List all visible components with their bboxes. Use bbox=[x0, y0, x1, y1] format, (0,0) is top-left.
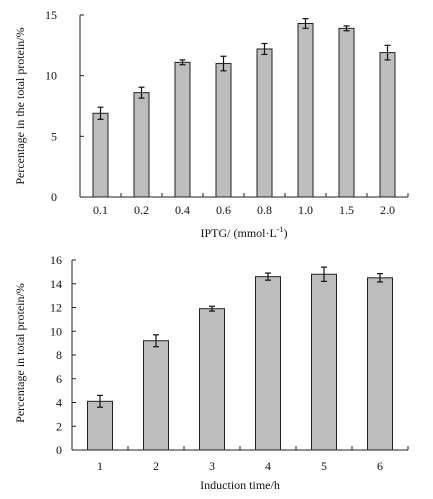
chart-2-x-tick-label: 4 bbox=[265, 459, 271, 473]
chart-1-x-tick-label: 0.2 bbox=[134, 203, 149, 217]
chart-2-bar bbox=[87, 400, 113, 451]
chart-1-y-tick-label: 5 bbox=[51, 129, 57, 143]
chart-2-y-axis-title: Percentage in total protein/% bbox=[13, 283, 27, 423]
chart-1-y-tick-label: 10 bbox=[45, 69, 57, 83]
chart-1-x-tick-label: 1.5 bbox=[339, 203, 354, 217]
chart-1-x-tick-label: 0.4 bbox=[175, 203, 190, 217]
chart-2-y-tick-label: 0 bbox=[56, 443, 62, 457]
chart-2-y-tick-label: 4 bbox=[56, 396, 62, 410]
chart-2-bar bbox=[143, 340, 169, 451]
chart-2-x-tick-label: 6 bbox=[377, 459, 383, 473]
chart-1-marks: 0 5 10 15 0.1 0.2 0.4 0.6 0.8 1.0 1.5 2.0 bbox=[45, 8, 409, 217]
chart-2-y-tick-label: 10 bbox=[50, 324, 62, 338]
chart-1-bar bbox=[379, 52, 396, 198]
chart-2-bar bbox=[199, 308, 225, 451]
chart-1-x-tick-label: 0.8 bbox=[257, 203, 272, 217]
chart-1-x-axis-title-suffix: ) bbox=[284, 226, 288, 240]
chart-1-bar bbox=[297, 22, 314, 198]
chart-1-y-tick-label: 15 bbox=[45, 8, 57, 22]
chart-2-x-tick-label: 3 bbox=[209, 459, 215, 473]
chart-2-x-tick-label: 1 bbox=[97, 459, 103, 473]
chart-2-y-tick-label: 12 bbox=[50, 301, 62, 315]
chart-2-bar bbox=[255, 276, 281, 451]
chart-1-x-axis-title-superscript: -1 bbox=[277, 225, 284, 234]
chart-1-bar bbox=[92, 112, 109, 198]
chart-1-y-tick-label: 0 bbox=[51, 190, 57, 204]
chart-1-x-axis-title: IPTG/ (mmol·L-1) bbox=[201, 225, 288, 240]
chart-2: Induction time/h Percentage in total pro… bbox=[13, 253, 409, 492]
chart-2-y-tick-label: 6 bbox=[56, 372, 62, 386]
chart-1-x-tick-label: 0.6 bbox=[216, 203, 231, 217]
chart-1: IPTG/ (mmol·L-1) Percentage in the total… bbox=[13, 8, 409, 240]
chart-1-y-axis-title: Percentage in the total protein/% bbox=[13, 27, 27, 184]
chart-1-bar bbox=[338, 27, 355, 198]
chart-2-y-tick-label: 16 bbox=[50, 253, 62, 267]
chart-2-x-tick-label: 2 bbox=[153, 459, 159, 473]
chart-2-bar bbox=[367, 277, 393, 451]
chart-1-x-tick-label: 1.0 bbox=[298, 203, 313, 217]
chart-1-bar bbox=[215, 63, 232, 198]
chart-1-x-tick-label: 2.0 bbox=[380, 203, 395, 217]
chart-2-y-tick-label: 14 bbox=[50, 277, 62, 291]
chart-2-y-tick-label: 2 bbox=[56, 419, 62, 433]
chart-2-y-tick-label: 8 bbox=[56, 348, 62, 362]
chart-2-x-tick-label: 5 bbox=[321, 459, 327, 473]
chart-1-bar bbox=[256, 48, 273, 198]
chart-2-bar bbox=[311, 273, 337, 451]
chart-2-x-axis-title: Induction time/h bbox=[200, 478, 280, 492]
chart-1-x-tick-label: 0.1 bbox=[93, 203, 108, 217]
chart-1-bar bbox=[174, 61, 191, 198]
chart-1-bar bbox=[133, 92, 150, 198]
